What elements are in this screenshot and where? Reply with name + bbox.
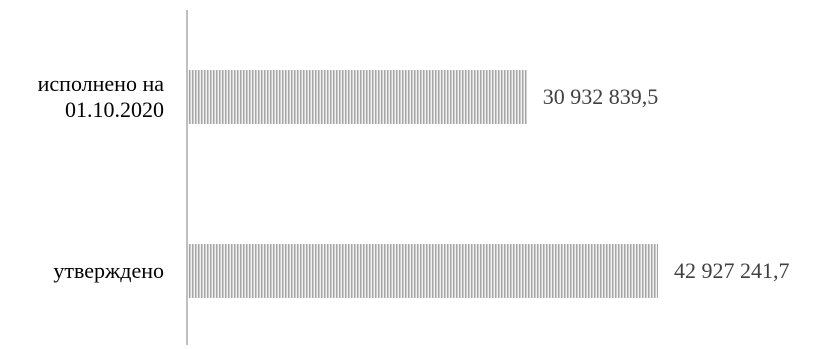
bars-group xyxy=(188,70,658,298)
category-label-line: утверждено xyxy=(53,258,164,283)
category-labels-group: исполнено на 01.10.2020 утверждено xyxy=(38,71,165,283)
category-label-0: исполнено на 01.10.2020 xyxy=(38,71,165,122)
data-label-1: 42 927 241,7 xyxy=(674,258,790,283)
category-label-1: утверждено xyxy=(53,258,164,283)
data-labels-group: 30 932 839,5 42 927 241,7 xyxy=(543,84,790,283)
category-label-line: исполнено на xyxy=(38,71,165,96)
category-label-line: 01.10.2020 xyxy=(65,97,164,122)
bar-1 xyxy=(188,244,658,298)
bar-0 xyxy=(188,70,527,124)
data-label-0: 30 932 839,5 xyxy=(543,84,659,109)
